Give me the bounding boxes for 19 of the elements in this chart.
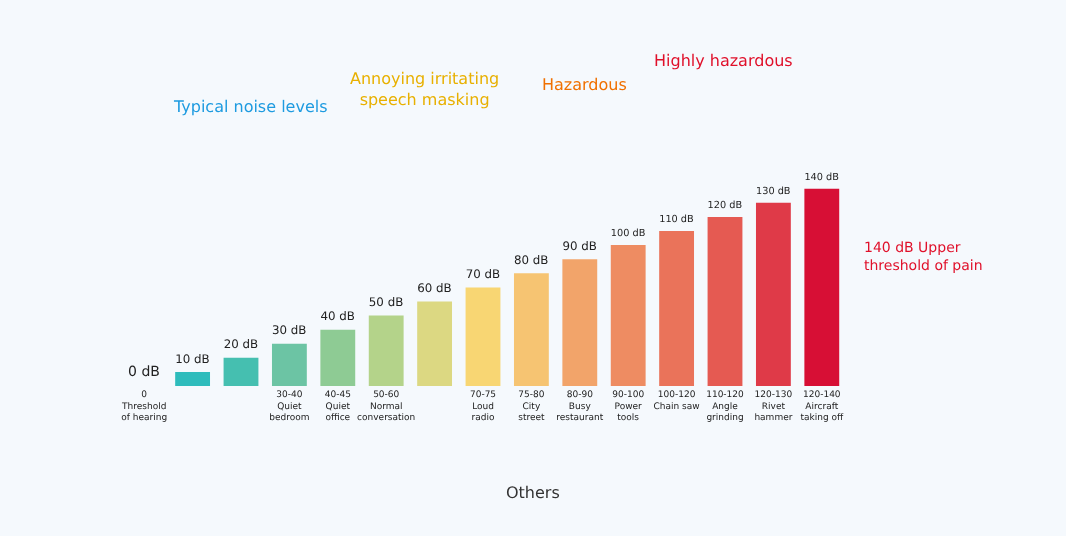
text: Others [506, 484, 560, 502]
bar [755, 202, 791, 386]
bar [271, 343, 307, 386]
bar [465, 287, 501, 386]
text: Typical noise levels [172, 98, 328, 116]
bar [562, 259, 598, 386]
text: Annoying irritating speech masking [350, 70, 500, 109]
bar [659, 231, 695, 386]
bar [610, 245, 646, 386]
text: Hazardous [542, 76, 627, 94]
bar [368, 315, 404, 386]
bar [513, 273, 549, 386]
text: Highly hazardous [654, 52, 793, 70]
bar [707, 216, 743, 386]
bar [175, 371, 211, 386]
bar [804, 188, 840, 386]
bar [320, 329, 356, 386]
bar [223, 357, 259, 386]
bar [417, 301, 453, 386]
